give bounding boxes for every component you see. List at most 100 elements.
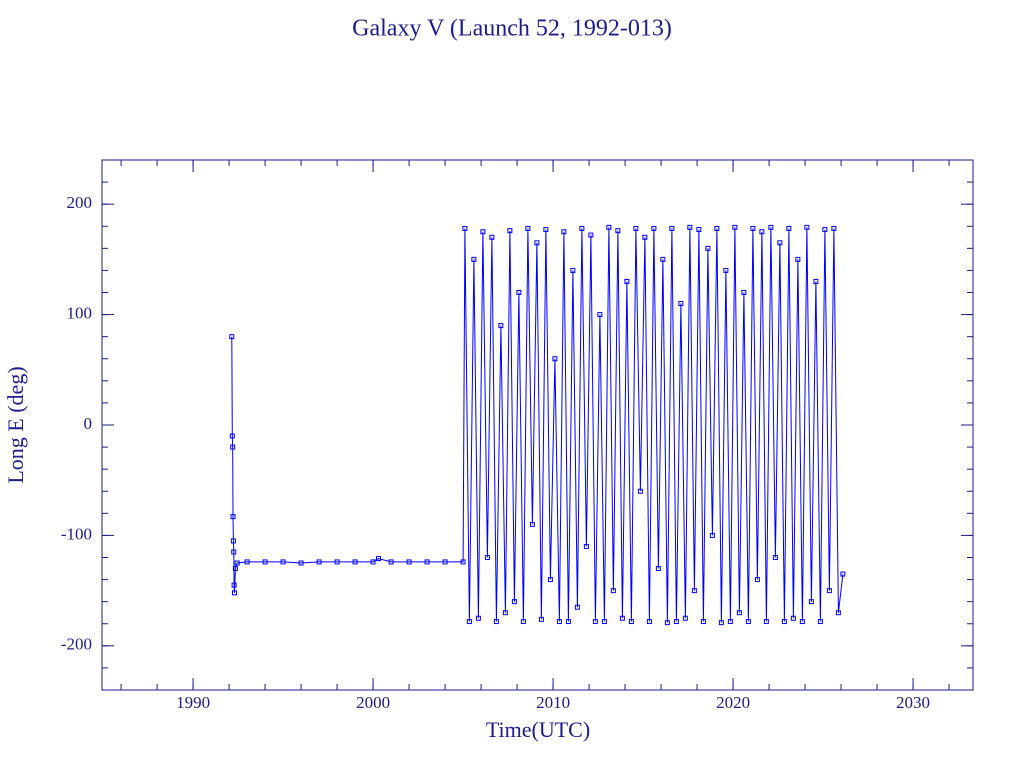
data-point <box>696 227 702 233</box>
data-point <box>759 229 765 235</box>
data-point <box>280 559 286 565</box>
data-point <box>543 227 549 233</box>
data-point <box>552 356 558 362</box>
data-point <box>624 278 630 284</box>
data-point <box>442 559 448 565</box>
data-point <box>705 245 711 251</box>
data-point <box>475 615 481 621</box>
data-point <box>231 582 237 588</box>
data-point <box>840 571 846 577</box>
data-point <box>370 559 376 565</box>
data-point <box>777 240 783 246</box>
y-tick-label: -200 <box>61 635 92 654</box>
data-point <box>234 560 240 566</box>
data-point <box>406 559 412 565</box>
x-tick-label: 2010 <box>536 693 570 712</box>
data-point <box>651 225 657 231</box>
data-point <box>660 256 666 262</box>
data-point <box>471 256 477 262</box>
data-point <box>579 225 585 231</box>
data-point <box>655 566 661 572</box>
data-point <box>493 619 499 625</box>
data-point <box>673 619 679 625</box>
y-tick-label: -100 <box>61 524 92 543</box>
data-point <box>298 560 304 566</box>
data-point <box>781 619 787 625</box>
data-point <box>795 256 801 262</box>
data-point <box>462 225 468 231</box>
data-point <box>682 615 688 621</box>
data-point <box>804 224 810 230</box>
data-point <box>547 577 553 583</box>
data-point <box>736 610 742 616</box>
data-point <box>588 232 594 238</box>
data-point <box>231 590 237 596</box>
data-point <box>633 225 639 231</box>
data-point <box>601 619 607 625</box>
data-point <box>460 559 466 565</box>
y-tick-label: 200 <box>67 193 93 212</box>
data-point <box>831 225 837 231</box>
x-tick-label: 1990 <box>176 693 210 712</box>
data-point <box>574 604 580 610</box>
data-point <box>813 278 819 284</box>
data-point <box>646 619 652 625</box>
data-point <box>637 488 643 494</box>
data-point <box>772 555 778 560</box>
data-point <box>229 433 235 439</box>
data-point <box>808 599 814 605</box>
data-point <box>230 444 236 450</box>
data-point <box>687 224 693 230</box>
data-point <box>561 229 567 235</box>
data-point <box>232 566 238 572</box>
data-point <box>480 229 486 235</box>
x-axis-label: Time(UTC) <box>486 717 590 742</box>
data-line <box>231 227 844 623</box>
data-point <box>262 559 268 565</box>
data-point <box>669 225 675 231</box>
data-point <box>628 619 634 625</box>
data-point <box>244 559 250 565</box>
data-point <box>678 301 684 307</box>
data-point <box>754 577 760 583</box>
data-point <box>750 225 756 231</box>
data-point <box>786 225 792 231</box>
data-point <box>484 555 490 560</box>
data-point <box>352 559 358 565</box>
chart-title: Galaxy V (Launch 52, 1992-013) <box>352 16 672 42</box>
data-point <box>642 234 648 240</box>
data-point <box>511 599 517 605</box>
data-point <box>466 619 472 625</box>
data-point <box>529 521 535 527</box>
data-point <box>592 619 598 625</box>
data-point <box>388 559 394 565</box>
data-point <box>516 290 522 295</box>
data-point <box>826 588 832 594</box>
data-point <box>732 224 738 230</box>
x-tick-label: 2000 <box>356 693 390 712</box>
data-point <box>597 312 603 318</box>
data-point <box>507 228 513 234</box>
data-point <box>835 610 841 616</box>
data-point <box>741 290 747 295</box>
data-point <box>534 240 540 246</box>
data-point <box>745 619 751 625</box>
data-point <box>583 543 589 549</box>
data-point <box>606 224 612 230</box>
data-point <box>763 619 769 625</box>
data-point <box>619 615 625 621</box>
data-point <box>375 556 381 562</box>
data-point <box>525 225 531 231</box>
data-point <box>700 619 706 625</box>
data-point <box>520 619 526 625</box>
y-tick-label: 0 <box>84 414 93 433</box>
data-point <box>691 588 697 594</box>
data-point <box>727 619 733 625</box>
data-point <box>498 323 504 329</box>
data-point <box>489 234 495 240</box>
data-point <box>610 588 616 594</box>
data-point <box>799 619 805 625</box>
data-point <box>768 224 774 230</box>
